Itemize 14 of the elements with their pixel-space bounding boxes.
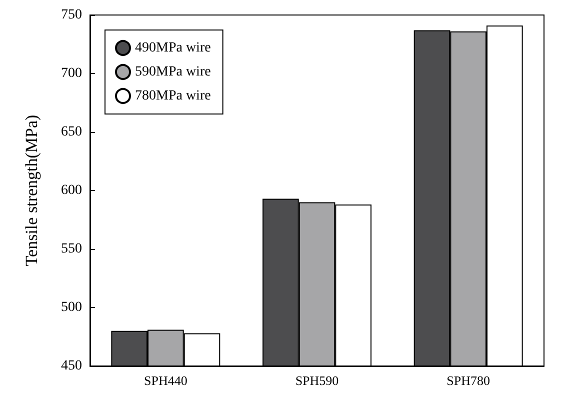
- y-axis-title: Tensile strength(MPa): [22, 114, 41, 266]
- y-tick-label: 750: [61, 8, 82, 22]
- y-tick-label: 550: [61, 242, 82, 256]
- x-tick-label: SPH590: [295, 373, 339, 388]
- legend-label: 590MPa wire: [135, 64, 211, 80]
- y-tick-label: 450: [61, 358, 82, 374]
- x-tick-label: SPH780: [446, 373, 490, 388]
- y-tick-label: 700: [61, 66, 82, 81]
- y-tick-label: 500: [61, 300, 82, 315]
- y-tick-label: 650: [61, 124, 82, 140]
- legend-label: 780MPa wire: [135, 88, 211, 104]
- legend-label: 490MPa wire: [135, 40, 211, 56]
- x-tick-label: SPH440: [144, 373, 188, 388]
- y-tick-label: 600: [61, 183, 82, 198]
